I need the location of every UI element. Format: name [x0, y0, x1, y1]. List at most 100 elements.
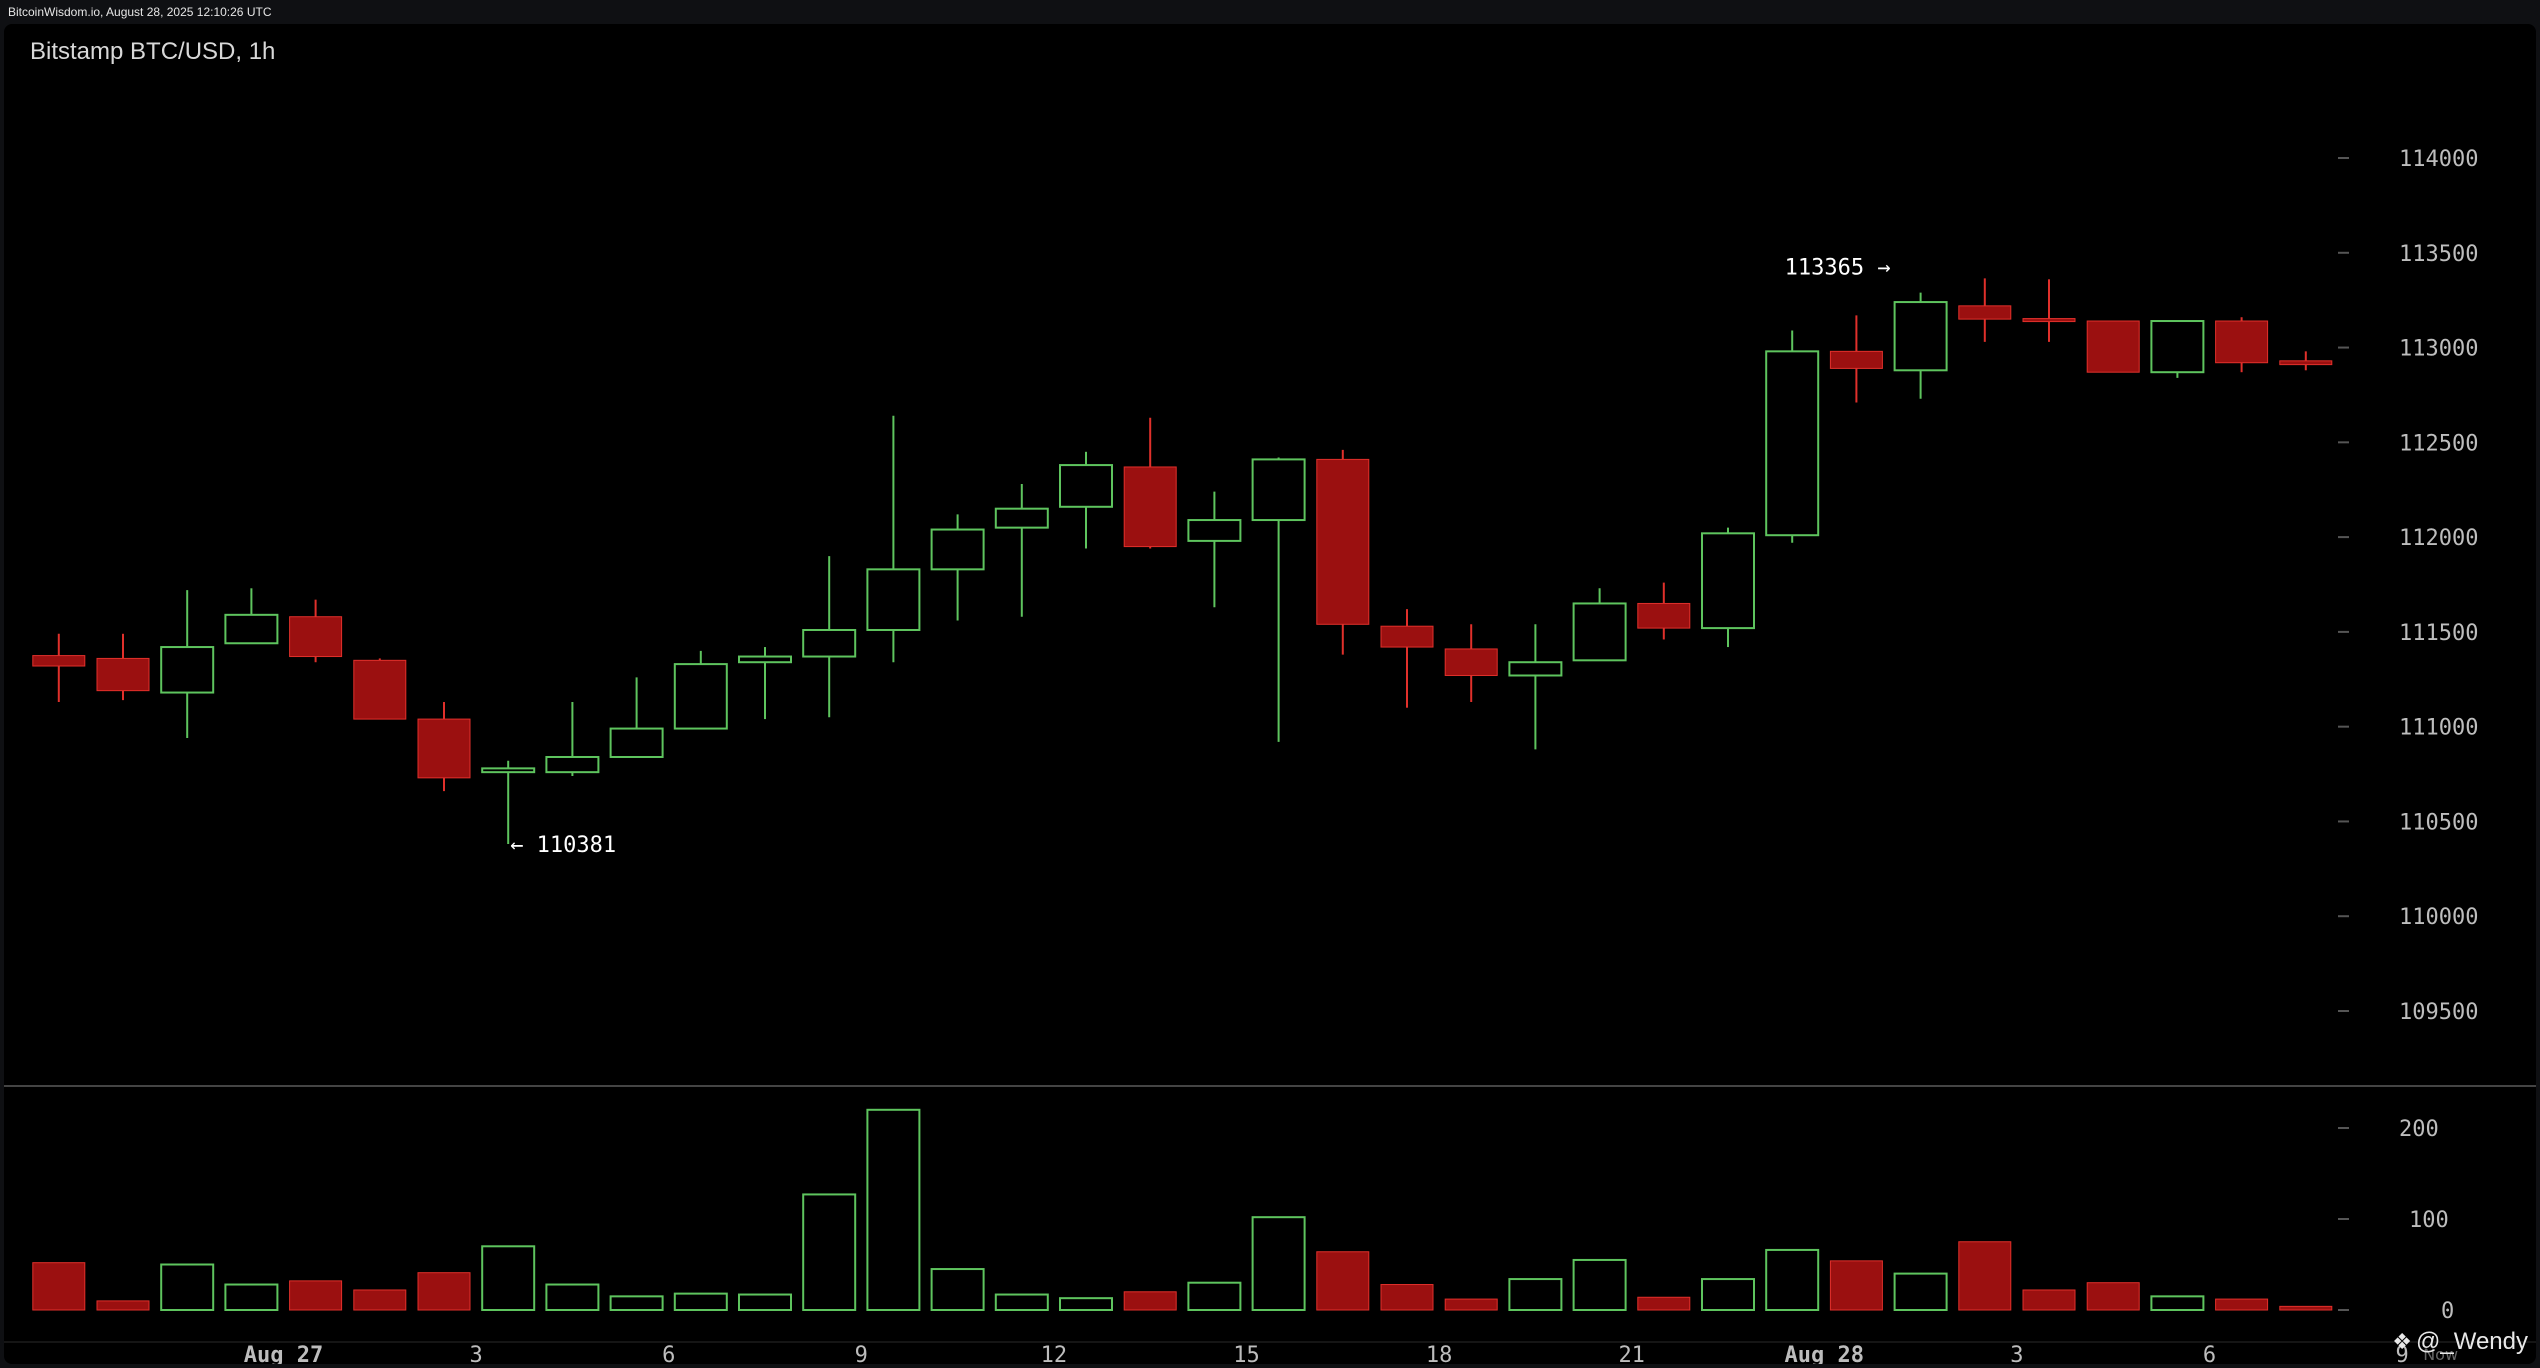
candle[interactable] — [866, 415, 921, 663]
candle[interactable] — [1380, 609, 1434, 708]
candle[interactable] — [481, 760, 536, 845]
candle-body-up — [1059, 464, 1113, 508]
candle[interactable] — [545, 702, 600, 776]
candle[interactable] — [289, 599, 343, 663]
time-tick-label: Aug 28 — [1785, 1343, 1864, 1364]
time-tick-label: 18 — [1426, 1343, 1453, 1364]
volume-bar-up — [1701, 1278, 1755, 1312]
candle[interactable] — [738, 647, 792, 720]
volume-bar-down — [1637, 1296, 1691, 1311]
volume-bar-up — [1251, 1216, 1306, 1312]
volume-bar-down — [1380, 1284, 1434, 1311]
candle[interactable] — [2279, 351, 2333, 371]
volume-bar-up — [1187, 1281, 1242, 1311]
candle-body-down — [353, 659, 407, 720]
time-tick-label: 21 — [1618, 1343, 1645, 1364]
price-tick-label: 110500 — [2399, 810, 2478, 835]
watermark-text: @_Wendy — [2416, 1328, 2528, 1355]
candle[interactable] — [1958, 278, 2012, 342]
candle-body-down — [1380, 625, 1434, 648]
candle-body-up — [1765, 350, 1820, 537]
time-tick-label: 6 — [2203, 1343, 2216, 1364]
volume-bar-up — [802, 1193, 857, 1312]
top-bar: BitcoinWisdom.io, August 28, 2025 12:10:… — [0, 0, 2540, 24]
candle[interactable] — [609, 677, 664, 758]
volume-tick-label: 200 — [2399, 1117, 2439, 1142]
candle[interactable] — [1251, 457, 1306, 742]
volume-bar-up — [866, 1108, 921, 1312]
time-tick-label: 15 — [1233, 1343, 1260, 1364]
candle-body-down — [2215, 320, 2269, 364]
price-tick-label: 113500 — [2399, 242, 2478, 267]
volume-bar-down — [289, 1280, 343, 1311]
candle[interactable] — [2215, 317, 2269, 373]
candle[interactable] — [1637, 582, 1691, 640]
time-axis: Aug 27 3 6 9 12 15 18 21 Aug 28 3 6 9 Now — [244, 1343, 2458, 1364]
candle-body-up — [1701, 532, 1755, 630]
candle-body-down — [417, 718, 471, 779]
price-tick-label: 112000 — [2399, 526, 2478, 551]
candle[interactable] — [673, 650, 728, 730]
volume-bar-up — [545, 1283, 600, 1312]
candle[interactable] — [1572, 588, 1627, 662]
volume-bar-up — [930, 1268, 985, 1312]
candle[interactable] — [802, 556, 857, 718]
candle-body-up — [2150, 320, 2205, 374]
candle-body-up — [545, 755, 600, 774]
candle-body-down — [2086, 320, 2140, 373]
candle-body-down — [2022, 318, 2076, 323]
time-tick-label: 6 — [662, 1343, 675, 1364]
volume-tick-label: 100 — [2409, 1208, 2449, 1233]
candle[interactable] — [96, 633, 150, 701]
candle[interactable] — [994, 484, 1049, 617]
candle[interactable] — [353, 658, 407, 720]
candle[interactable] — [1123, 417, 1177, 549]
diamond-logo-icon: ❖ — [2392, 1329, 2413, 1354]
time-tick-label: 3 — [2010, 1343, 2023, 1364]
time-tick-label: 9 — [2395, 1343, 2408, 1364]
candle-body-up — [224, 613, 279, 645]
candle-body-down — [2279, 360, 2333, 366]
time-tick-label: 3 — [469, 1343, 482, 1364]
candle-body-up — [1572, 602, 1627, 662]
candle[interactable] — [1829, 315, 1883, 403]
watermark: ❖ @_Wendy — [2392, 1328, 2528, 1356]
candle-body-down — [1316, 458, 1370, 625]
candle[interactable] — [1893, 292, 1948, 399]
candle-body-down — [1123, 466, 1177, 548]
candle[interactable] — [2022, 279, 2076, 342]
candle[interactable] — [1316, 449, 1370, 655]
candle[interactable] — [1444, 624, 1498, 703]
volume-bar-down — [1444, 1298, 1498, 1311]
volume-bar-up — [1893, 1272, 1948, 1311]
price-axis: 109500 110000 110500 111000 111500 112000 1125… — [2338, 147, 2478, 1025]
price-tick-label: 110000 — [2399, 905, 2478, 930]
candle[interactable] — [1187, 491, 1242, 608]
candle[interactable] — [224, 588, 279, 645]
time-tick-label: Aug 27 — [244, 1343, 323, 1364]
candle[interactable] — [1059, 451, 1113, 549]
candle[interactable] — [1508, 624, 1563, 750]
annotations-layer: 113365 → ← 110381 — [510, 255, 1890, 858]
candle[interactable] — [2086, 320, 2140, 373]
candle[interactable] — [1701, 527, 1755, 648]
candle[interactable] — [1765, 330, 1820, 543]
candle[interactable] — [417, 702, 471, 792]
now-label: Now — [2423, 1345, 2458, 1364]
volume-bar-up — [738, 1293, 792, 1312]
candle[interactable] — [930, 514, 985, 621]
chart-title: Bitstamp BTC/USD, 1h — [30, 38, 276, 65]
volume-tick-label: 0 — [2441, 1299, 2454, 1324]
volume-bar-up — [1508, 1278, 1563, 1312]
candle[interactable] — [32, 633, 86, 703]
candlestick-chart[interactable]: 109500 110000 110500 111000 111500 112000 1125… — [4, 24, 2536, 1364]
candle-body-up — [994, 507, 1049, 529]
candle-body-up — [930, 528, 985, 571]
candle-body-up — [1893, 301, 1948, 372]
price-tick-label: 111500 — [2399, 621, 2478, 646]
candle[interactable] — [2150, 320, 2205, 378]
candle[interactable] — [160, 590, 215, 739]
volume-bar-down — [2215, 1298, 2269, 1311]
volume-bar-down — [2022, 1289, 2076, 1311]
source-timestamp: BitcoinWisdom.io, August 28, 2025 12:10:… — [8, 5, 272, 19]
